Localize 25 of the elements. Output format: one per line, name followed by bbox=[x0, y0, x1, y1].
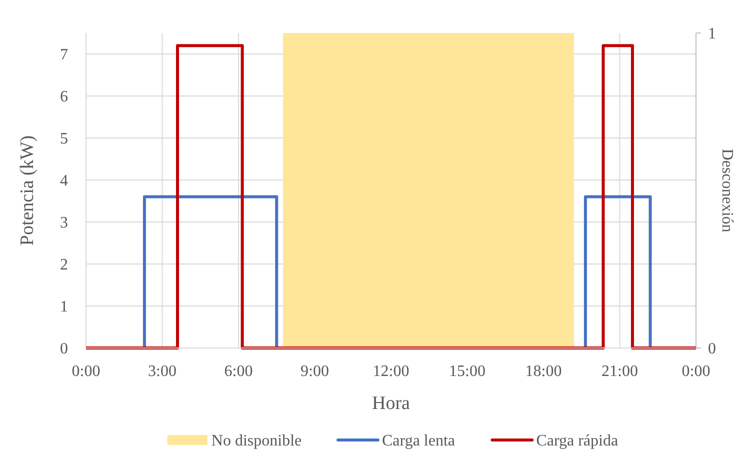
x-axis-title: Hora bbox=[372, 393, 411, 414]
y-tick-label: 2 bbox=[60, 256, 68, 274]
x-tick-label: 15:00 bbox=[449, 363, 486, 380]
x-tick-label: 9:00 bbox=[300, 363, 329, 380]
x-tick-label: 0:00 bbox=[72, 363, 100, 380]
y2-tick-label: 0 bbox=[708, 340, 716, 358]
legend-label: No disponible bbox=[211, 432, 302, 450]
y-tick-label: 0 bbox=[60, 340, 68, 358]
y-tick-label: 6 bbox=[60, 88, 68, 106]
y2-tick-label: 1 bbox=[708, 26, 716, 43]
y2-axis-title: Desconexión bbox=[718, 148, 736, 232]
x-tick-label: 3:00 bbox=[148, 363, 176, 380]
y-tick-label: 5 bbox=[60, 130, 68, 148]
y-axis-title: Potencia (kW) bbox=[17, 135, 38, 246]
legend-label: Carga lenta bbox=[382, 432, 456, 450]
y-tick-label: 3 bbox=[60, 214, 68, 232]
x-tick-label: 0:00 bbox=[682, 363, 710, 380]
x-tick-label: 6:00 bbox=[224, 363, 253, 380]
x-tick-label: 12:00 bbox=[372, 363, 410, 380]
legend-label: Carga rápida bbox=[536, 432, 618, 450]
x-tick-label: 21:00 bbox=[602, 363, 638, 380]
x-tick-label: 18:00 bbox=[525, 363, 562, 380]
y-tick-label: 7 bbox=[60, 46, 68, 64]
y-tick-label: 1 bbox=[60, 298, 68, 316]
y-tick-label: 4 bbox=[60, 172, 68, 190]
